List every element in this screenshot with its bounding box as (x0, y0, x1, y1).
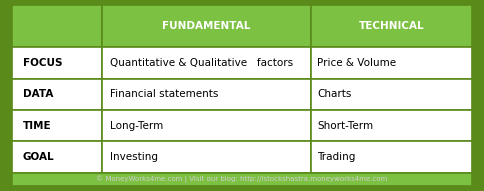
Text: © MoneyWorks4me.com | Visit our blog: http://istockshastra.moneyworks4me.com: © MoneyWorks4me.com | Visit our blog: ht… (96, 176, 388, 183)
Bar (12, 110, 102, 141)
Bar (102, 141, 311, 173)
Bar (102, 79, 311, 110)
Text: Quantitative & Qualitative   factors: Quantitative & Qualitative factors (110, 58, 293, 68)
Text: Price & Volume: Price & Volume (318, 58, 396, 68)
Text: TIME: TIME (23, 121, 51, 131)
Text: Investing: Investing (110, 152, 158, 162)
Text: Financial statements: Financial statements (110, 89, 218, 99)
Bar (12, 141, 102, 173)
Text: GOAL: GOAL (23, 152, 55, 162)
Text: Charts: Charts (318, 89, 352, 99)
Bar (12, 79, 102, 110)
Text: TECHNICAL: TECHNICAL (359, 21, 424, 31)
Text: DATA: DATA (23, 89, 53, 99)
Bar (102, 5, 311, 47)
Bar (102, 47, 311, 79)
Text: Long-Term: Long-Term (110, 121, 164, 131)
Bar (311, 5, 472, 47)
Bar (311, 47, 472, 79)
Bar (311, 141, 472, 173)
Bar (102, 110, 311, 141)
Bar (12, 47, 102, 79)
Text: FUNDAMENTAL: FUNDAMENTAL (162, 21, 251, 31)
Bar (12, 173, 472, 186)
Text: FOCUS: FOCUS (23, 58, 62, 68)
Text: Short-Term: Short-Term (318, 121, 374, 131)
Bar (12, 5, 102, 47)
Bar (311, 110, 472, 141)
Text: Trading: Trading (318, 152, 356, 162)
Bar (311, 79, 472, 110)
